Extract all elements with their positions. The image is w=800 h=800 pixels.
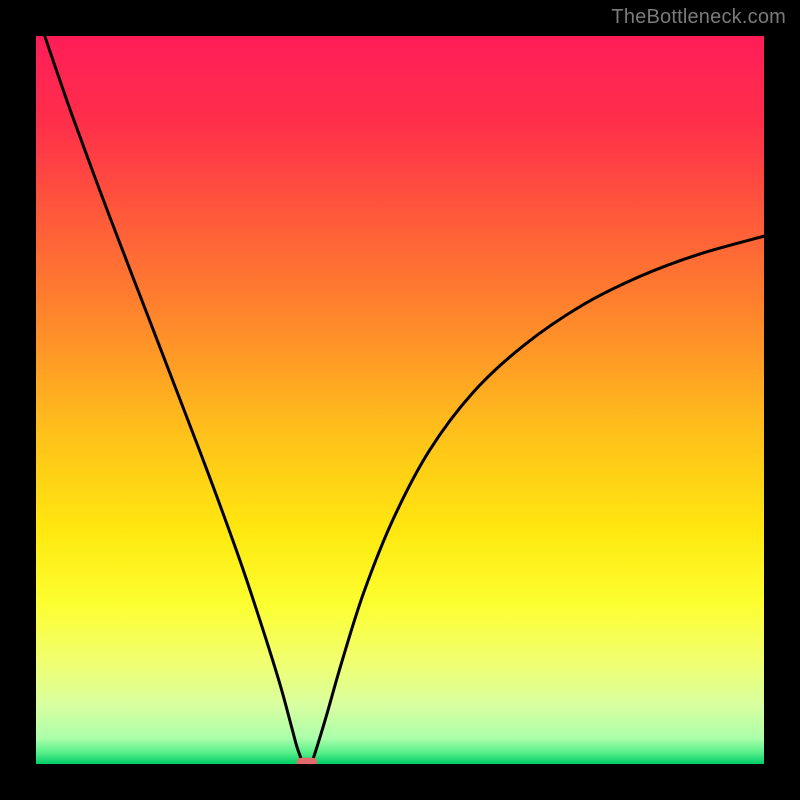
plot-background [36, 36, 764, 764]
chart-svg [0, 0, 800, 800]
watermark-text: TheBottleneck.com [611, 6, 786, 29]
bottleneck-chart: TheBottleneck.com [0, 0, 800, 800]
